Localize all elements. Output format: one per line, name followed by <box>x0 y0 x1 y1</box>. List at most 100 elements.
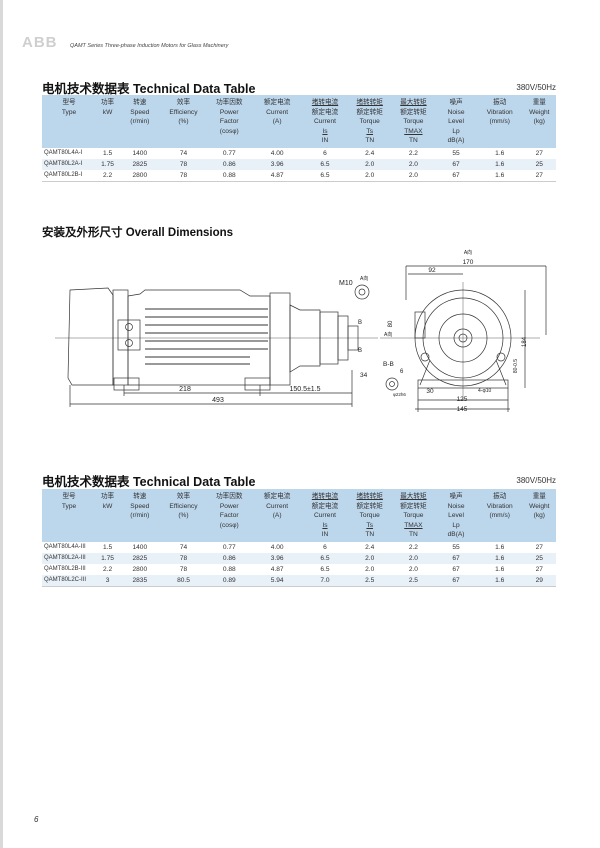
table-cell: 0.86 <box>222 554 236 562</box>
column-header-line: Current <box>313 512 336 520</box>
table1-voltage: 380V/50Hz <box>516 83 556 92</box>
column-header: 最大转矩 额定转矩 Torque TMAX TN <box>392 95 436 148</box>
table-cell: 2.0 <box>408 565 418 573</box>
column-header-line: TMAX <box>404 127 423 135</box>
column-header-line: (kg) <box>533 512 545 520</box>
table-cell: 2.0 <box>365 160 375 168</box>
table-cell: 80.5 <box>160 574 207 587</box>
table-cell: 0.89 <box>206 574 253 587</box>
technical-data-table-1: 型号 Type 功率 kW 转速 Speed (r/min) 效率 Efficiency (%) 功… <box>42 95 556 182</box>
dim-92: 92 <box>428 267 436 274</box>
dim-shaft-diameter: φ22h6 <box>393 392 406 397</box>
table-cell: 2.5 <box>347 574 392 587</box>
dim-30: 30 <box>426 388 434 395</box>
table-cell: 6.5 <box>320 554 330 562</box>
column-header-line: 额定转矩 <box>356 108 383 116</box>
table-cell: 27 <box>535 149 543 157</box>
column-header-line: 堵转电流 <box>311 493 339 500</box>
table-cell: 3.96 <box>270 554 284 562</box>
table-cell: 2.2 <box>102 565 113 573</box>
column-header-line: Power <box>219 502 239 510</box>
column-header-line: 额定转矩 <box>400 502 427 510</box>
table-row: QAMT80L2A-III 1.75 2825 78 0.86 3.96 6.5 2.0 2.0… <box>42 552 556 564</box>
table-cell: 2825 <box>132 160 148 168</box>
table-cell: 27 <box>522 169 556 182</box>
column-header-line: Efficiency <box>169 108 198 116</box>
column-header-line: 额定转矩 <box>356 502 383 510</box>
column-header-line: Power <box>219 108 239 116</box>
table2-title: 电机技术数据表 Technical Data Table <box>42 475 256 489</box>
column-header-line: Noise <box>447 108 465 116</box>
column-header-line: (r/min) <box>130 512 150 520</box>
column-header: 效率 Efficiency (%) <box>161 489 207 542</box>
table-cell: 6.5 <box>320 160 330 168</box>
technical-data-table-2: 型号 Type 功率 kW 转速 Speed (r/min) 效率 Efficiency (%) 功… <box>42 489 556 587</box>
column-header-line: (mm/s) <box>489 512 510 520</box>
column-header: 额定电流 Current (A) <box>252 95 302 148</box>
column-header-line: TN <box>409 137 418 145</box>
table-cell: QAMT80L2A-III <box>44 554 86 561</box>
column-header: 最大转矩 额定转矩 Torque TMAX TN <box>392 489 436 542</box>
table-row: QAMT80L2C-III 3 2835 80.5 0.89 5.94 7.0 2.5 2.5 6… <box>42 574 556 587</box>
column-header-line: Torque <box>359 118 380 126</box>
table-cell: 1.6 <box>495 543 505 551</box>
column-header-line: Weight <box>529 502 550 510</box>
column-header: 型号 Type <box>42 95 96 148</box>
table-cell: 1.75 <box>101 160 114 168</box>
dim-218: 218 <box>179 386 191 393</box>
column-header-line: Is <box>322 521 328 529</box>
column-header: 堵转转矩 额定转矩 Torque Ts TN <box>348 95 392 148</box>
column-header-line: 噪声 <box>449 99 463 106</box>
column-header-line: Level <box>448 118 464 126</box>
series-title: QAMT Series Three-phase Induction Motors… <box>70 43 229 49</box>
table-row: QAMT80L4A-I 1.5 1400 74 0.77 4.00 6 2.4 2.2 55 1.6… <box>42 148 556 159</box>
column-header-line: Torque <box>403 118 424 126</box>
column-header-line: 重量 <box>532 493 546 500</box>
column-header-line: 额定电流 <box>311 108 339 116</box>
table-cell: 1.6 <box>476 574 523 587</box>
overall-dimensions-drawing: 218 150.5±1.5 493 M10 A向 B B 34 A向 170 9… <box>55 249 547 413</box>
table-cell: 78 <box>179 554 188 562</box>
column-header: 重量 Weight (kg) <box>523 95 556 148</box>
column-header-line: Current <box>266 502 289 510</box>
abb-logo: ABB <box>22 34 58 51</box>
column-header: 功率因数 Power Factor (cosφ) <box>206 489 252 542</box>
column-header-line: dB(A) <box>447 531 465 539</box>
table-cell: 0.88 <box>206 169 253 182</box>
table-cell: QAMT80L2A-I <box>44 160 83 167</box>
table-cell: 27 <box>535 565 543 573</box>
table-cell: 2.5 <box>391 574 436 587</box>
table-header-row: 型号 Type 功率 kW 转速 Speed (r/min) 效率 Efficiency (%) 功… <box>42 489 556 542</box>
column-header-line: Factor <box>219 118 239 126</box>
column-header-line: kW <box>102 108 113 116</box>
column-header-line: Current <box>313 118 336 126</box>
table-cell: 2800 <box>132 565 148 573</box>
label-a-direction-side: A向 <box>384 331 392 338</box>
column-header-line: 功率因数 <box>216 99 243 106</box>
column-header-line: IN <box>321 531 329 539</box>
table-cell: 2.0 <box>347 169 392 182</box>
table-cell: 6.5 <box>302 169 348 182</box>
column-header: 重量 Weight (kg) <box>523 489 556 542</box>
column-header: 堵转电流 额定电流 Current Is IN <box>302 489 348 542</box>
column-header: 堵转转矩 额定转矩 Torque Ts TN <box>348 489 392 542</box>
label-a-direction-front: A向 <box>464 249 472 256</box>
column-header-line: IN <box>321 137 329 145</box>
table-cell: 2835 <box>118 574 161 587</box>
table-cell: 2.4 <box>365 543 375 551</box>
column-header-line: 额定转矩 <box>400 108 427 116</box>
dim-493: 493 <box>212 397 224 404</box>
table-cell: QAMT80L4A-III <box>44 543 86 550</box>
column-header-line: TMAX <box>404 521 423 529</box>
column-header-line: Ts <box>366 521 374 529</box>
column-header-line: (kg) <box>533 118 545 126</box>
table-row: QAMT80L2A-I 1.75 2825 78 0.86 3.96 6.5 2.0 2.0 67… <box>42 158 556 170</box>
column-header-line: 额定电流 <box>263 99 291 106</box>
table-cell: 29 <box>522 574 556 587</box>
table-cell: 0.77 <box>222 149 236 157</box>
column-header-line: (mm/s) <box>489 118 510 126</box>
table-cell: 74 <box>179 149 188 157</box>
table-cell: 1.6 <box>495 160 505 168</box>
table-cell: 2.0 <box>408 554 418 562</box>
table-cell: 2.2 <box>408 149 418 157</box>
